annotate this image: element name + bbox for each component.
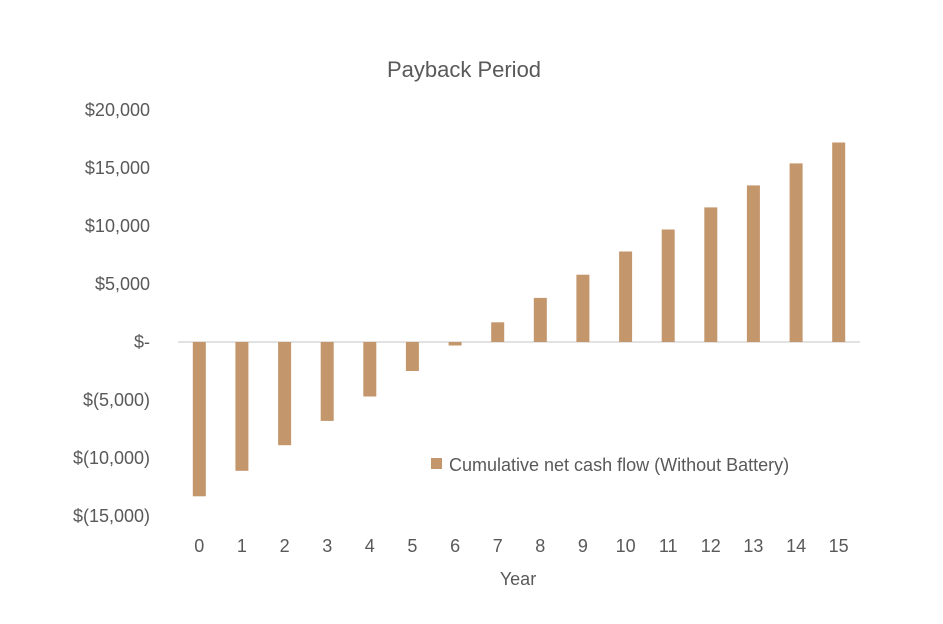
x-tick-label: 9 xyxy=(578,536,588,556)
y-tick-label: $(5,000) xyxy=(83,390,150,410)
x-tick-label: 8 xyxy=(535,536,545,556)
y-axis-tick-labels: $20,000 $15,000 $10,000 $5,000 $- $(5,000) $(1… xyxy=(73,100,150,526)
bar-year-1 xyxy=(235,342,249,471)
x-tick-label: 11 xyxy=(659,536,678,556)
x-tick-label: 10 xyxy=(616,536,636,556)
bar-year-14 xyxy=(789,163,803,342)
legend: Cumulative net cash flow (Without Batter… xyxy=(431,455,789,475)
bar-year-4 xyxy=(363,342,377,397)
bar-year-2 xyxy=(278,342,292,446)
x-tick-label: 14 xyxy=(786,536,806,556)
chart-title: Payback Period xyxy=(387,57,541,82)
x-tick-label: 7 xyxy=(493,536,503,556)
x-tick-label: 6 xyxy=(450,536,460,556)
legend-label: Cumulative net cash flow (Without Batter… xyxy=(449,455,789,475)
bar-year-15 xyxy=(832,142,846,342)
x-axis-tick-labels: 0 1 2 3 4 5 6 7 8 9 10 11 12 13 14 15 xyxy=(194,536,848,556)
x-tick-label: 15 xyxy=(829,536,849,556)
y-tick-label: $5,000 xyxy=(95,274,150,294)
bar-year-5 xyxy=(405,342,419,371)
bar-year-11 xyxy=(661,229,675,342)
x-tick-label: 13 xyxy=(743,536,763,556)
bar-year-13 xyxy=(746,185,760,342)
bar-series xyxy=(192,142,846,497)
bar-year-12 xyxy=(704,207,718,342)
y-tick-label: $- xyxy=(134,332,150,352)
x-tick-label: 2 xyxy=(280,536,290,556)
y-tick-label: $10,000 xyxy=(85,216,150,236)
y-tick-label: $15,000 xyxy=(85,158,150,178)
bar-year-6 xyxy=(448,342,462,346)
y-tick-label: $(15,000) xyxy=(73,506,150,526)
x-tick-label: 0 xyxy=(194,536,204,556)
y-tick-label: $20,000 xyxy=(85,100,150,120)
y-tick-label: $(10,000) xyxy=(73,448,150,468)
x-tick-label: 3 xyxy=(322,536,332,556)
bar-year-10 xyxy=(619,251,633,342)
bar-year-3 xyxy=(320,342,334,421)
x-tick-label: 4 xyxy=(365,536,375,556)
x-tick-label: 5 xyxy=(407,536,417,556)
bar-year-7 xyxy=(491,322,505,342)
bar-year-8 xyxy=(533,297,547,342)
x-tick-label: 1 xyxy=(237,536,247,556)
legend-swatch xyxy=(431,458,442,469)
bar-year-9 xyxy=(576,274,590,342)
x-tick-label: 12 xyxy=(701,536,721,556)
x-axis-title: Year xyxy=(500,569,536,589)
bar-year-0 xyxy=(192,342,206,497)
